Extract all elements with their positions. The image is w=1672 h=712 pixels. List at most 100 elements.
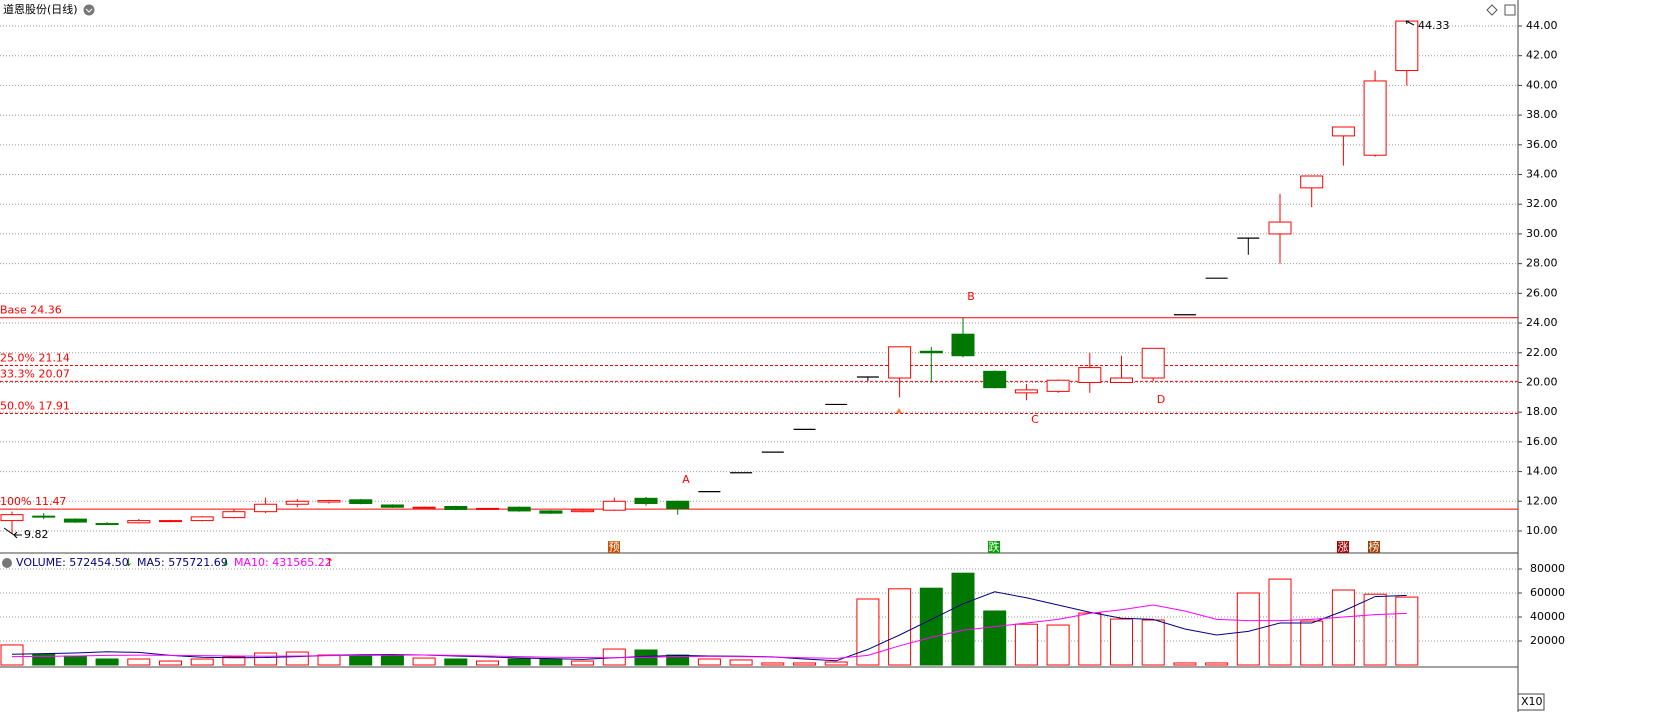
- y-tick-label: 18.00: [1526, 405, 1558, 418]
- volume-bar: [1331, 589, 1355, 666]
- volume-bar: [159, 660, 182, 666]
- event-label: 涨: [1338, 541, 1349, 554]
- candle-body: [476, 507, 499, 510]
- candle-body: [412, 506, 436, 509]
- candle-body: [539, 510, 563, 514]
- volume-bar: [793, 662, 816, 666]
- candle-body: [254, 503, 278, 513]
- y-tick-label: 60000: [1530, 586, 1565, 599]
- y-tick-label: 38.00: [1526, 108, 1558, 121]
- volume-bar: [444, 658, 468, 666]
- volume-bar: [983, 610, 1007, 666]
- y-tick-label: 32.00: [1526, 197, 1558, 210]
- y-tick-label: 16.00: [1526, 435, 1558, 448]
- y-tick-label: 24.00: [1526, 316, 1558, 329]
- event-label: 榜: [1369, 540, 1380, 554]
- menu-icon-arrow: [85, 8, 93, 13]
- y-tick-label: 80000: [1530, 562, 1565, 575]
- volume-bar: [190, 658, 214, 666]
- volume-bar: [476, 660, 499, 666]
- candle-body: [222, 511, 246, 519]
- candle-body: [1300, 175, 1324, 189]
- event-label: 跌: [989, 540, 1000, 554]
- volume-bar: [824, 661, 848, 666]
- ma10-arrow: ↑: [325, 556, 334, 569]
- high-marker: 44.33: [1418, 19, 1450, 32]
- volume-bar: [1110, 618, 1133, 666]
- volume-bar: [1300, 620, 1324, 666]
- panel-icon[interactable]: [1504, 4, 1516, 16]
- volume-bar: [856, 598, 880, 666]
- candle-body: [571, 509, 595, 513]
- menu-icon[interactable]: [83, 4, 95, 16]
- annotation: A: [682, 473, 690, 486]
- candle-body: [1395, 20, 1419, 72]
- low-marker-arrow: [3, 527, 22, 539]
- volume-bar: [1363, 593, 1387, 666]
- y-tick-label: 40.00: [1526, 78, 1558, 91]
- ma5-arrow: ↓: [221, 556, 230, 569]
- candle-body: [1046, 379, 1070, 392]
- y-tick-label: 26.00: [1526, 286, 1558, 299]
- event-badge: [608, 541, 620, 553]
- volume-bar: [888, 588, 912, 666]
- annotation: D: [1157, 393, 1165, 406]
- level-label: 33.3% 20.07: [0, 367, 70, 380]
- diamond-icon[interactable]: [1486, 4, 1498, 16]
- volume-menu-icon[interactable]: [2, 558, 12, 568]
- candle-body: [127, 520, 151, 524]
- volume-bar: [317, 654, 341, 666]
- candle-body: [666, 500, 690, 510]
- y-tick-label: 20.00: [1526, 375, 1558, 388]
- volume-bar: [1141, 619, 1165, 666]
- candle-body: [602, 500, 626, 511]
- volume-bar: [1205, 662, 1229, 666]
- volume-bar: [761, 662, 785, 666]
- low-marker: 9.82: [24, 528, 49, 541]
- unit-label: X10: [1521, 695, 1543, 708]
- event-triangle: [896, 408, 902, 413]
- candle-body: [507, 506, 531, 512]
- candle-body: [159, 520, 182, 523]
- candle-body: [1078, 367, 1102, 383]
- ma-line: [11, 604, 1407, 659]
- volume-bar: [1078, 612, 1102, 666]
- volume-bar: [254, 652, 278, 666]
- candle-body: [1363, 80, 1387, 156]
- y-tick-label: 20000: [1530, 634, 1565, 647]
- candle-body: [317, 500, 341, 503]
- volume-bar: [127, 658, 151, 666]
- candle-body: [888, 346, 912, 379]
- event-badge: [1337, 541, 1349, 553]
- level-label: 25.0% 21.14: [0, 352, 70, 365]
- y-tick-label: 40000: [1530, 610, 1565, 623]
- candle-body: [951, 333, 975, 357]
- y-tick-label: 22.00: [1526, 346, 1558, 359]
- y-tick-label: 12.00: [1526, 494, 1558, 507]
- candle-body: [349, 499, 373, 505]
- candle-body: [380, 504, 404, 508]
- y-tick-label: 30.00: [1526, 227, 1558, 240]
- volume-bar: [1395, 596, 1419, 666]
- volume-bar: [571, 660, 595, 666]
- volume-title: VOLUME: 572454.50: [16, 556, 129, 569]
- candle-body: [1268, 221, 1292, 235]
- candle-body: [285, 500, 309, 505]
- candle-body: [0, 514, 24, 522]
- candle-body: [1110, 377, 1133, 383]
- high-marker-arrow: [1405, 20, 1415, 26]
- volume-bar: [919, 587, 943, 666]
- candle-body: [32, 515, 56, 518]
- y-tick-label: 42.00: [1526, 49, 1558, 62]
- volume-bar: [412, 657, 436, 666]
- event-badge: [988, 541, 1000, 553]
- candle-body: [190, 516, 214, 522]
- unit-box: [1517, 693, 1545, 711]
- volume-arrow: ↓: [124, 556, 133, 569]
- annotation: C: [1031, 413, 1039, 426]
- volume-bar: [1268, 578, 1292, 666]
- candle-body: [634, 497, 658, 505]
- candle-body: [983, 370, 1007, 389]
